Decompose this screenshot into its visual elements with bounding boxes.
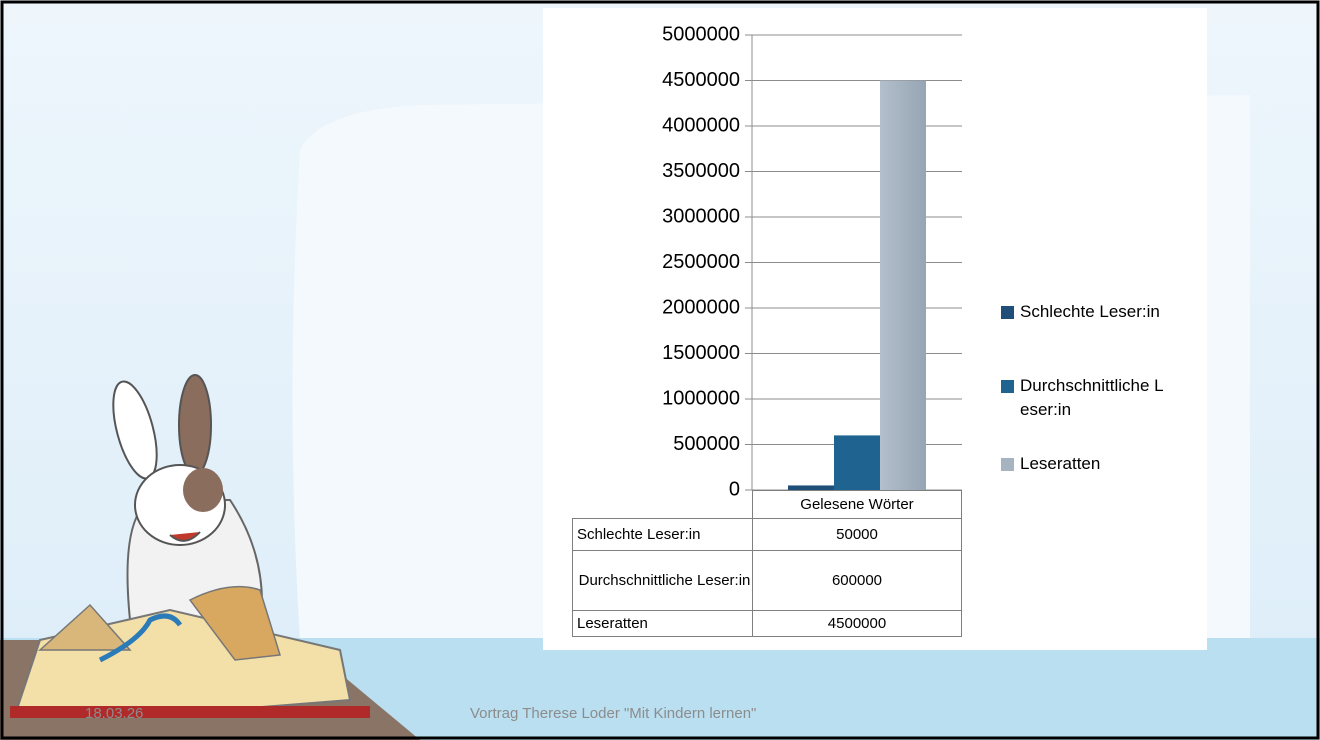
y-tick-label: 5000000 (662, 23, 740, 45)
y-tick-label: 0 (729, 478, 740, 500)
legend-swatch (1001, 306, 1014, 319)
table-series-name: Schlechte Leser:in (572, 518, 753, 551)
y-tick-label: 4500000 (662, 69, 740, 91)
table-series-name: Leseratten (572, 610, 753, 637)
legend-label: Leseratten (1020, 452, 1170, 476)
y-tick-label: 500000 (673, 433, 740, 455)
legend-label: Schlechte Leser:in (1020, 300, 1170, 324)
legend-swatch (1001, 458, 1014, 471)
y-tick-label: 1500000 (662, 342, 740, 364)
table-value: 600000 (752, 550, 962, 611)
footer-text: Vortrag Therese Loder "Mit Kindern lerne… (470, 705, 756, 722)
footer-date: 18.03.26 (85, 705, 143, 722)
slide: 0 500000 1000000 1500000 2000000 2500000 30000… (0, 0, 1320, 740)
y-tick-label: 1000000 (662, 387, 740, 409)
table-value: 4500000 (752, 610, 962, 637)
bar (834, 435, 880, 490)
bar (880, 81, 926, 491)
legend-swatch (1001, 380, 1014, 393)
y-tick-label: 2000000 (662, 296, 740, 318)
y-tick-label: 3000000 (662, 205, 740, 227)
table-value: 50000 (752, 518, 962, 551)
legend-label: Durchschnittliche Leser:in (1020, 374, 1170, 422)
table-series-name: Durchschnittliche Leser:in (572, 550, 753, 611)
y-tick-label: 2500000 (662, 251, 740, 273)
y-tick-label: 3500000 (662, 160, 740, 182)
category-label: Gelesene Wörter (752, 490, 962, 519)
y-tick-label: 4000000 (662, 114, 740, 136)
